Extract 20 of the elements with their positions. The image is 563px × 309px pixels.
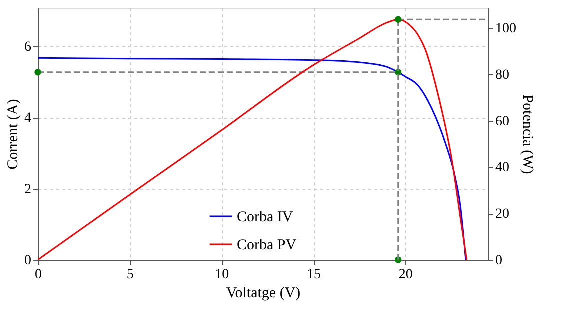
y-tick-label: 4 xyxy=(24,111,32,126)
x-tick-label: 10 xyxy=(215,268,230,282)
y2-tick-label: 0 xyxy=(496,254,502,268)
x-tick-label: 0 xyxy=(35,268,42,282)
x-tick-label: 5 xyxy=(126,268,134,282)
y-tick-label: 2 xyxy=(24,182,32,198)
y-axis-title: Corrent (A) xyxy=(6,99,22,170)
y2-tick-label: 40 xyxy=(496,160,510,176)
y-tick-label: 0 xyxy=(24,254,32,268)
y2-tick-label: 80 xyxy=(496,68,510,83)
y2-tick-label: 20 xyxy=(496,207,510,222)
x-tick-label: 20 xyxy=(398,268,413,282)
y-tick-label: 6 xyxy=(24,40,32,55)
y2-tick-label: 60 xyxy=(496,114,510,130)
x-axis-title: Voltatge (V) xyxy=(226,286,301,302)
y2-tick-label: 100 xyxy=(496,21,516,36)
legend-label: Corba PV xyxy=(237,238,297,254)
x-tick-label: 15 xyxy=(307,268,322,282)
legend-label: Corba IV xyxy=(237,210,294,226)
y2-axis-title: Potencia (W) xyxy=(520,94,536,174)
